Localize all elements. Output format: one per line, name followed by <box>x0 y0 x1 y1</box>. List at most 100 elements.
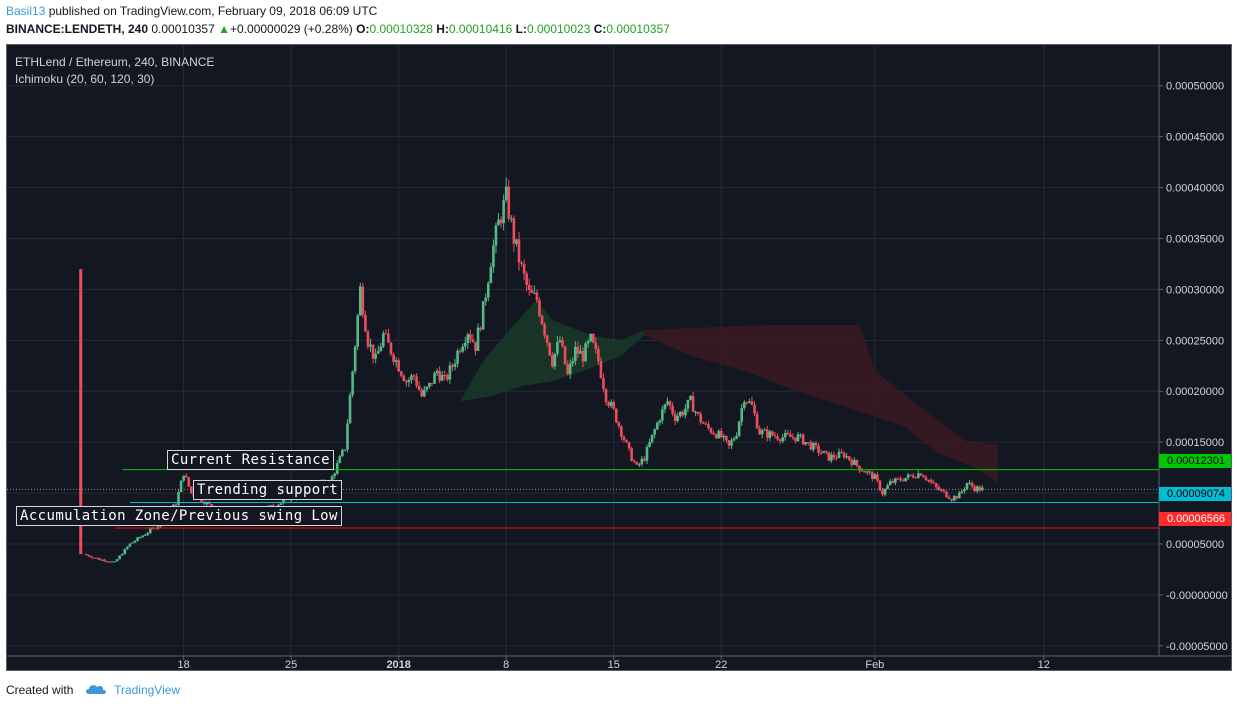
price-chart[interactable]: 0.00050000 0.00045000 0.00040000 0.00035000… <box>7 45 1232 671</box>
candle <box>435 370 439 374</box>
candle <box>364 315 367 332</box>
candle <box>755 413 759 429</box>
candle <box>727 440 731 446</box>
candle <box>420 390 424 397</box>
symbol-label: BINANCE:LENDETH, 240 <box>6 22 149 36</box>
price-axis-label: 0.00020000 <box>1166 386 1224 398</box>
candle <box>492 245 495 268</box>
candle <box>425 386 429 390</box>
candle <box>919 473 923 476</box>
candle <box>868 471 872 473</box>
candle <box>87 555 91 557</box>
candle <box>389 342 393 355</box>
chart-panel[interactable]: 0.00050000 0.00045000 0.00040000 0.00035000… <box>6 44 1232 671</box>
candle <box>138 537 142 539</box>
candle <box>676 416 680 421</box>
candle <box>384 333 388 335</box>
candle <box>978 486 982 491</box>
candle <box>540 315 544 325</box>
accumulation-annotation[interactable]: Accumulation Zone/Previous swing Low <box>16 506 342 526</box>
candle <box>886 485 889 489</box>
candle <box>474 341 477 351</box>
time-axis-label: 2018 <box>386 659 410 671</box>
candle <box>924 477 928 480</box>
candle <box>945 491 948 498</box>
candle <box>896 478 900 480</box>
candle <box>927 479 930 481</box>
candle <box>607 402 610 406</box>
candle <box>671 405 674 414</box>
candle <box>650 434 654 443</box>
candle <box>704 423 708 425</box>
time-axis-label: 12 <box>1038 659 1050 671</box>
tradingview-link[interactable]: TradingView <box>114 683 181 697</box>
candle <box>740 408 744 422</box>
candle <box>768 431 772 438</box>
candle <box>799 434 802 436</box>
candle <box>638 464 641 466</box>
candle <box>876 474 879 481</box>
candle <box>387 333 390 343</box>
support-annotation[interactable]: Trending support <box>193 480 343 500</box>
candle <box>891 481 895 483</box>
candle <box>932 482 936 484</box>
resistance-annotation[interactable]: Current Resistance <box>167 450 334 470</box>
candle <box>499 219 503 224</box>
author-link[interactable]: Basil13 <box>6 4 46 18</box>
candle <box>92 557 96 559</box>
price-axis-label: 0.00015000 <box>1166 437 1224 449</box>
candle <box>858 465 861 471</box>
price-axis-label: 0.00005000 <box>1166 539 1224 551</box>
candle <box>402 375 406 382</box>
candle <box>635 461 639 465</box>
candle <box>604 389 608 403</box>
close-value: 0.00010357 <box>606 22 670 36</box>
candle <box>356 315 360 347</box>
candle <box>100 559 104 561</box>
candle <box>602 377 605 390</box>
candle <box>120 554 124 556</box>
candle <box>719 430 723 438</box>
candle <box>696 411 700 414</box>
candle <box>712 432 715 435</box>
low-label: L: <box>515 22 527 36</box>
high-label: H: <box>436 22 449 36</box>
candle <box>338 456 342 464</box>
candle <box>883 488 887 495</box>
candle <box>123 549 127 555</box>
candle <box>471 339 475 342</box>
candle <box>430 382 434 384</box>
chart-legend: ETHLend / Ethereum, 240, BINANCE Ichimok… <box>15 54 214 88</box>
price-change: +0.00000029 (+0.28%) <box>230 22 353 36</box>
candle <box>614 408 618 423</box>
candle <box>85 554 88 556</box>
price-axis-label: -0.00005000 <box>1166 641 1228 653</box>
open-value: 0.00010328 <box>369 22 433 36</box>
publish-info: Basil13 published on TradingView.com, Fe… <box>6 4 377 18</box>
candle <box>394 360 398 362</box>
candle <box>801 434 805 445</box>
candle <box>617 422 621 427</box>
candle <box>783 432 787 438</box>
candle <box>732 438 736 441</box>
candle <box>182 475 185 481</box>
candle <box>143 534 147 536</box>
publish-text: published on TradingView.com, February 0… <box>48 4 378 18</box>
candle <box>502 200 505 224</box>
candle <box>584 343 587 362</box>
candle <box>136 537 139 541</box>
candle <box>620 426 623 437</box>
candle <box>522 263 526 274</box>
candle <box>776 436 779 440</box>
candle <box>174 504 178 506</box>
candle <box>504 186 508 201</box>
candle <box>860 470 864 472</box>
candle <box>440 375 444 381</box>
candle <box>533 292 536 294</box>
candle <box>753 404 756 414</box>
candle <box>735 435 738 439</box>
candle <box>335 463 339 474</box>
candle <box>643 458 646 461</box>
price-axis-label: 0.00050000 <box>1166 81 1224 93</box>
candle <box>399 371 403 376</box>
